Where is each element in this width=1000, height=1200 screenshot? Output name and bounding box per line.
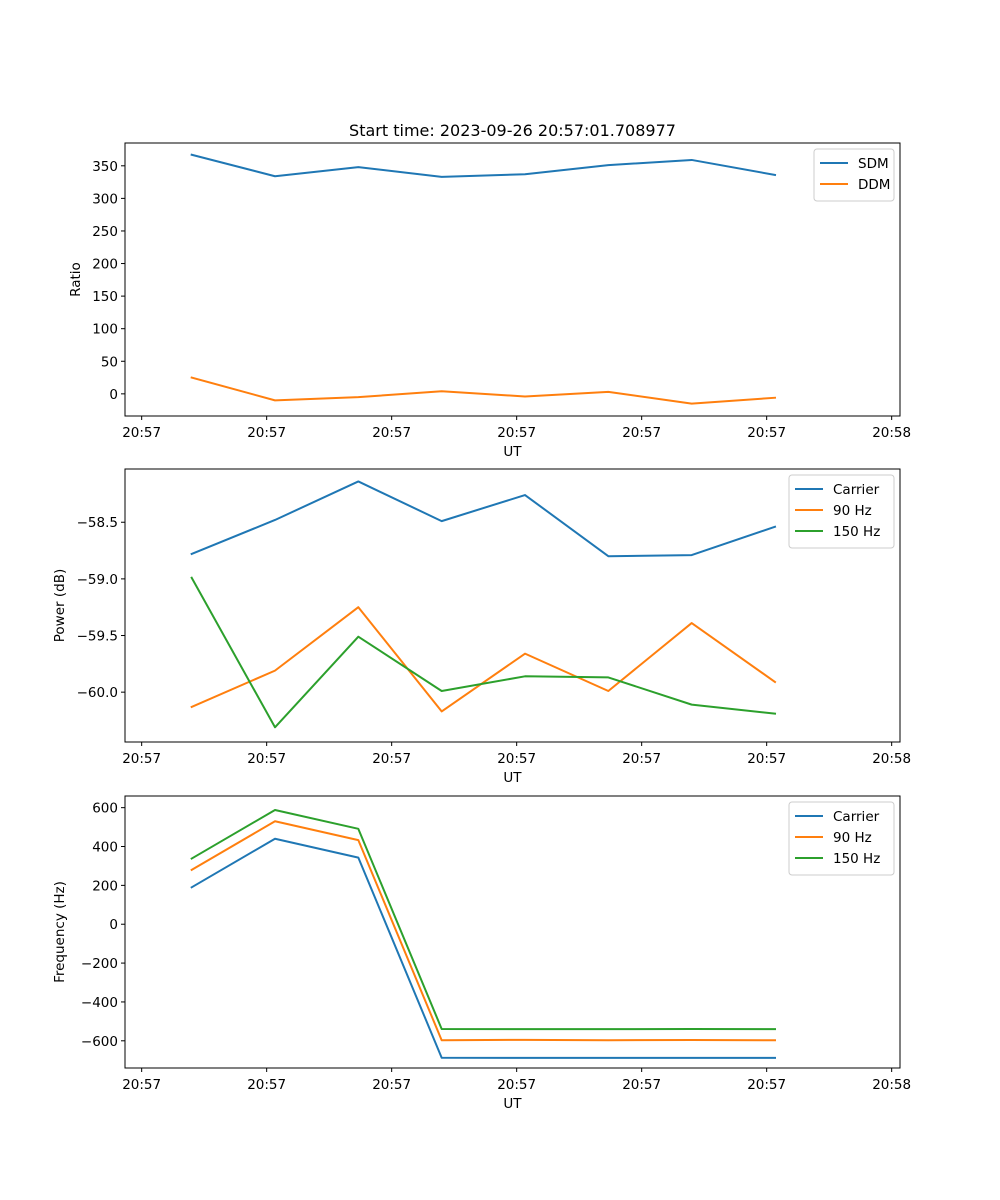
y-axis-label: Power (dB) (52, 569, 68, 642)
chart-title: Start time: 2023-09-26 20:57:01.708977 (349, 121, 676, 140)
chart-panel-2: −60.0 −59.5 −59.0 −58.5 20:57 20:57 20:57 20:57… (52, 468, 911, 786)
x-tick-label: 20:57 (247, 425, 286, 441)
y-tick-label: 250 (92, 224, 118, 240)
legend-label: 90 Hz (833, 503, 872, 519)
series-line-carrier (190, 837, 776, 1059)
legend: Carrier 90 Hz 150 Hz (788, 801, 895, 876)
plot-frame (124, 795, 901, 1069)
x-axis-label: UT (503, 1096, 522, 1112)
y-tick-label: 600 (92, 801, 118, 817)
x-tick-label: 20:57 (747, 425, 786, 441)
legend-label: Carrier (833, 809, 880, 825)
y-tick-label: −59.5 (77, 629, 118, 645)
x-tick-label: 20:57 (372, 1077, 411, 1093)
x-axis-label: UT (503, 444, 522, 460)
series-line-sdm (190, 153, 777, 178)
legend: Carrier 90 Hz 150 Hz (788, 474, 895, 549)
x-tick-label: 20:58 (872, 751, 911, 767)
y-tick-label: −400 (81, 995, 118, 1011)
legend-label: SDM (858, 156, 889, 172)
y-tick-label: 200 (92, 878, 118, 894)
legend-box (788, 474, 895, 549)
series-line-150-hz (190, 808, 777, 1031)
y-tick-label: 0 (109, 387, 118, 403)
x-axis-label: UT (503, 770, 522, 786)
chart-panel-1: 0 50 100 150 200 250 300 350 20:57 20:57 20:57 20:5… (68, 121, 911, 460)
legend-label: 90 Hz (833, 830, 872, 846)
y-axis-label: Frequency (Hz) (52, 881, 68, 983)
legend-label: 150 Hz (833, 524, 880, 540)
legend-label: DDM (858, 177, 890, 193)
y-tick-label: 0 (109, 917, 118, 933)
x-tick-label: 20:58 (872, 425, 911, 441)
y-tick-label: 50 (101, 354, 118, 370)
y-tick-label: 150 (92, 289, 118, 305)
x-tick-label: 20:57 (747, 1077, 786, 1093)
y-tick-label: −59.0 (77, 572, 118, 588)
x-tick-label: 20:57 (622, 425, 661, 441)
legend-label: Carrier (833, 482, 880, 498)
y-tick-label: −58.5 (77, 515, 118, 531)
y-tick-label: −60.0 (77, 685, 118, 701)
x-tick-label: 20:57 (122, 751, 161, 767)
series-line-90-hz (190, 606, 777, 713)
x-tick-label: 20:58 (872, 1077, 911, 1093)
x-tick-label: 20:57 (497, 425, 536, 441)
x-tick-label: 20:57 (372, 751, 411, 767)
plot-frame (124, 468, 901, 743)
series-line-90-hz (190, 820, 777, 1042)
y-tick-label: 400 (92, 840, 118, 856)
x-tick-label: 20:57 (622, 751, 661, 767)
x-tick-label: 20:57 (122, 425, 161, 441)
plot-frame (124, 142, 901, 417)
x-tick-label: 20:57 (622, 1077, 661, 1093)
x-tick-label: 20:57 (372, 425, 411, 441)
legend-box (788, 801, 895, 876)
series-line-carrier (190, 480, 777, 558)
chart-panel-3: −600 −400 −200 0 200 400 600 20:57 20:57 20:57 20:… (52, 795, 911, 1112)
y-tick-label: −600 (81, 1034, 118, 1050)
x-tick-label: 20:57 (747, 751, 786, 767)
series-line-ddm (190, 376, 777, 405)
y-axis-label: Ratio (68, 262, 84, 297)
legend: SDM DDM (813, 148, 895, 202)
series-line-150-hz (190, 576, 777, 729)
y-tick-label: 300 (92, 191, 118, 207)
y-tick-label: 350 (92, 159, 118, 175)
x-tick-label: 20:57 (122, 1077, 161, 1093)
y-tick-label: 200 (92, 257, 118, 273)
legend-label: 150 Hz (833, 851, 880, 867)
x-tick-label: 20:57 (497, 751, 536, 767)
x-tick-label: 20:57 (247, 1077, 286, 1093)
y-tick-label: 100 (92, 322, 118, 338)
x-tick-label: 20:57 (497, 1077, 536, 1093)
y-tick-label: −200 (81, 956, 118, 972)
x-tick-label: 20:57 (247, 751, 286, 767)
